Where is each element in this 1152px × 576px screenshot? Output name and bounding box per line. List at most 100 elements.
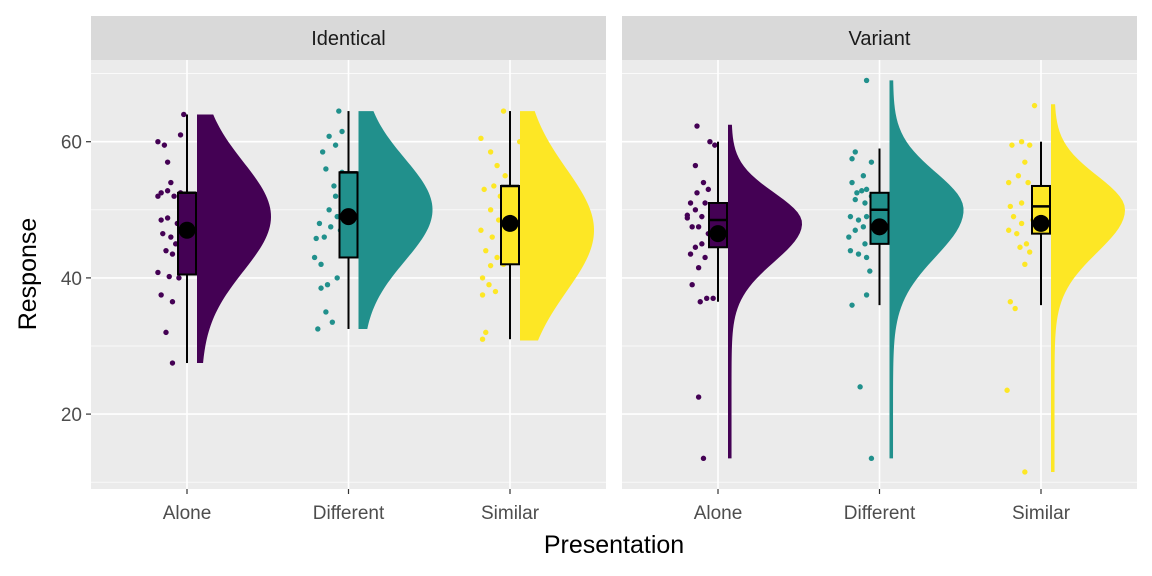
data-point bbox=[855, 217, 862, 223]
data-point bbox=[155, 193, 161, 199]
mean-point bbox=[501, 214, 519, 232]
data-point bbox=[164, 188, 171, 194]
data-point bbox=[700, 455, 707, 462]
data-point bbox=[705, 186, 712, 193]
data-point bbox=[329, 319, 336, 325]
data-point bbox=[863, 254, 870, 261]
data-point bbox=[1014, 230, 1020, 237]
data-point bbox=[689, 282, 695, 288]
data-point bbox=[867, 268, 873, 274]
data-point bbox=[707, 139, 713, 145]
data-point bbox=[849, 156, 855, 162]
density-violin bbox=[358, 111, 433, 329]
data-point bbox=[702, 200, 708, 206]
data-point bbox=[695, 394, 702, 400]
data-point bbox=[860, 173, 867, 179]
data-point bbox=[702, 254, 708, 261]
data-point bbox=[494, 254, 500, 261]
box bbox=[869, 191, 890, 245]
data-point bbox=[846, 234, 852, 240]
data-point bbox=[863, 77, 870, 84]
data-point bbox=[332, 193, 339, 199]
data-point bbox=[704, 295, 710, 302]
group-different bbox=[846, 77, 964, 462]
mean-point bbox=[1032, 214, 1050, 232]
data-point bbox=[1023, 241, 1030, 247]
x-axis: Alone Different Similar Alone Different Simil… bbox=[163, 489, 1071, 524]
data-point bbox=[483, 247, 489, 254]
data-point bbox=[694, 123, 700, 129]
data-point bbox=[176, 275, 182, 281]
data-point bbox=[849, 302, 855, 308]
y-tick-label: 40 bbox=[61, 269, 82, 290]
data-point bbox=[487, 207, 494, 213]
data-point bbox=[478, 227, 484, 233]
data-point bbox=[863, 186, 870, 193]
data-point bbox=[852, 227, 858, 233]
mean-point bbox=[709, 225, 727, 243]
data-point bbox=[1026, 142, 1033, 148]
data-point bbox=[699, 241, 705, 247]
group-alone bbox=[155, 111, 271, 366]
data-point bbox=[1006, 227, 1012, 233]
data-point bbox=[161, 142, 168, 148]
data-point bbox=[697, 299, 703, 305]
data-point bbox=[155, 139, 161, 145]
data-point bbox=[336, 108, 342, 114]
data-point bbox=[859, 188, 865, 194]
data-point bbox=[500, 108, 507, 114]
data-point bbox=[321, 234, 327, 240]
data-point bbox=[1018, 200, 1025, 206]
y-tick-label: 20 bbox=[61, 405, 82, 426]
data-point bbox=[694, 190, 700, 196]
data-point bbox=[692, 162, 699, 169]
data-point bbox=[1012, 305, 1018, 312]
data-point bbox=[863, 213, 870, 220]
data-point bbox=[487, 149, 494, 155]
data-point bbox=[339, 128, 345, 135]
x-tick-label: Similar bbox=[481, 503, 540, 524]
data-point bbox=[163, 247, 169, 254]
data-point bbox=[699, 213, 705, 220]
data-point bbox=[712, 142, 718, 148]
data-point bbox=[692, 207, 699, 213]
data-point bbox=[323, 309, 329, 315]
data-point bbox=[868, 455, 875, 462]
data-point bbox=[1009, 142, 1015, 148]
data-point bbox=[1015, 173, 1022, 179]
data-point bbox=[1006, 179, 1012, 186]
data-point bbox=[169, 299, 176, 305]
panel-strip bbox=[91, 16, 606, 60]
data-point bbox=[171, 193, 177, 199]
density-violin bbox=[728, 124, 802, 459]
data-point bbox=[860, 224, 867, 230]
data-point bbox=[1010, 213, 1017, 220]
y-axis-title: Response bbox=[14, 218, 42, 331]
data-point bbox=[1022, 159, 1028, 165]
data-point bbox=[479, 275, 486, 281]
data-point bbox=[168, 179, 174, 186]
panel-strip-label: Variant bbox=[849, 28, 911, 50]
data-point bbox=[177, 132, 184, 138]
data-point bbox=[687, 200, 694, 206]
data-point bbox=[502, 173, 508, 179]
data-point bbox=[492, 288, 499, 295]
data-point bbox=[700, 179, 707, 186]
data-point bbox=[1018, 139, 1025, 145]
panel-strip bbox=[622, 16, 1137, 60]
data-point bbox=[323, 166, 329, 172]
y-axis: 20 40 60 bbox=[61, 133, 91, 426]
data-point bbox=[1017, 244, 1023, 250]
data-point bbox=[169, 251, 176, 257]
data-point bbox=[160, 230, 166, 237]
data-point bbox=[168, 234, 174, 240]
data-point bbox=[487, 262, 494, 269]
density-violin bbox=[197, 114, 271, 364]
data-point bbox=[313, 235, 319, 242]
x-tick-label: Alone bbox=[694, 503, 743, 524]
data-point bbox=[326, 133, 332, 139]
data-point bbox=[481, 186, 487, 193]
panel-identical: Identical bbox=[91, 16, 606, 489]
data-point bbox=[164, 159, 171, 165]
data-point bbox=[334, 275, 340, 281]
